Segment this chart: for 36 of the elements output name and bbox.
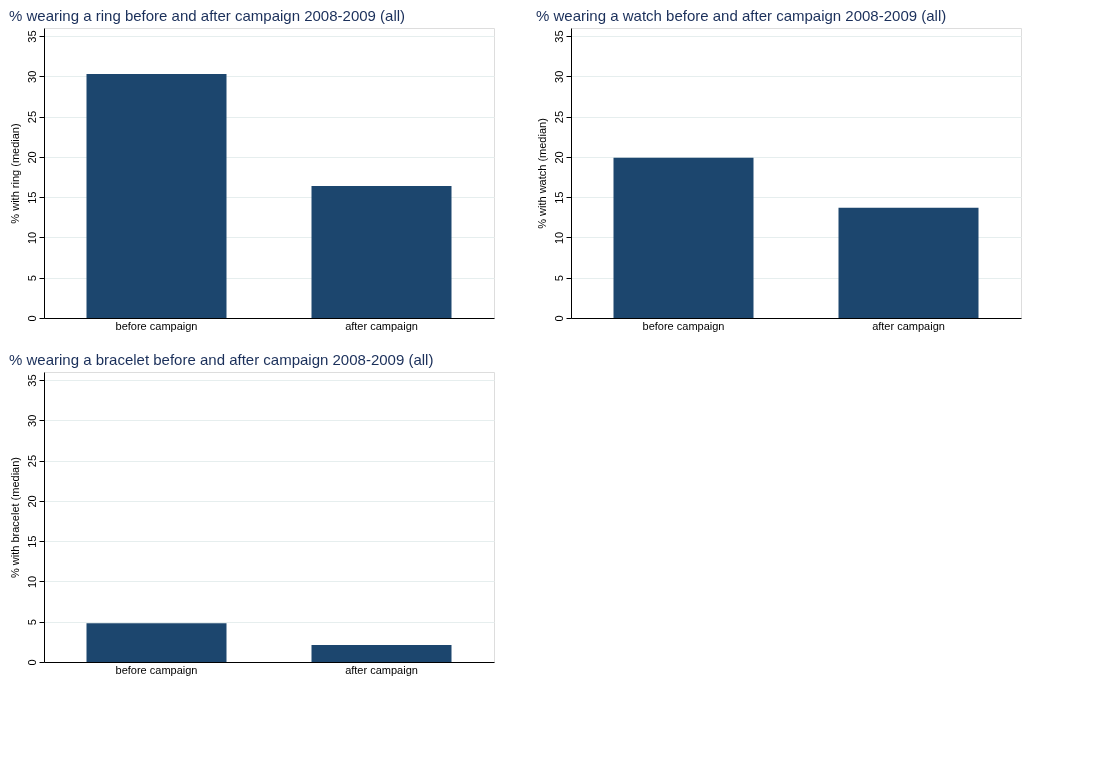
y-tick-label: 25 (552, 110, 565, 124)
y-tick-label: 35 (552, 30, 565, 43)
y-axis-title: % with watch (median) (535, 118, 548, 229)
y-tick-label: 20 (25, 151, 38, 164)
y-tick-label: 10 (25, 575, 38, 589)
y-tick-label: 35 (25, 30, 38, 43)
y-tick-label: 0 (552, 315, 565, 322)
y-tick-label: 30 (25, 70, 38, 83)
x-tick-label: before campaign (642, 319, 725, 332)
x-tick-label: after campaign (345, 319, 418, 332)
chart-title: % wearing a watch before and after campaign 2008-2009 (all) (536, 7, 947, 24)
x-tick-label: after campaign (872, 319, 945, 332)
y-tick-label: 10 (25, 231, 38, 245)
y-tick-label: 30 (25, 414, 38, 427)
y-axis-title: % with ring (median) (8, 123, 21, 224)
y-tick-label: 15 (25, 535, 38, 548)
y-tick-label: 5 (552, 275, 565, 282)
chart-title: % wearing a ring before and after campaign 2008-2009 (all) (9, 7, 406, 24)
y-tick-label: 5 (25, 619, 38, 626)
chart-title: % wearing a bracelet before and after campaign 2008-2009 (all) (9, 351, 434, 368)
y-tick-label: 20 (552, 151, 565, 164)
y-tick-label: 30 (552, 70, 565, 83)
y-tick-label: 15 (25, 191, 38, 204)
y-tick-label: 25 (25, 110, 38, 124)
x-tick-label: after campaign (345, 663, 418, 676)
y-tick-label: 20 (25, 495, 38, 508)
x-tick-label: before campaign (115, 319, 198, 332)
y-tick-label: 10 (552, 231, 565, 245)
x-tick-label: before campaign (115, 663, 198, 676)
y-tick-label: 0 (25, 315, 38, 322)
y-tick-label: 0 (25, 659, 38, 666)
y-tick-label: 5 (25, 275, 38, 282)
y-tick-label: 25 (25, 454, 38, 468)
y-axis-title: % with bracelet (median) (8, 456, 21, 579)
y-tick-label: 35 (25, 374, 38, 387)
y-tick-label: 15 (552, 191, 565, 204)
